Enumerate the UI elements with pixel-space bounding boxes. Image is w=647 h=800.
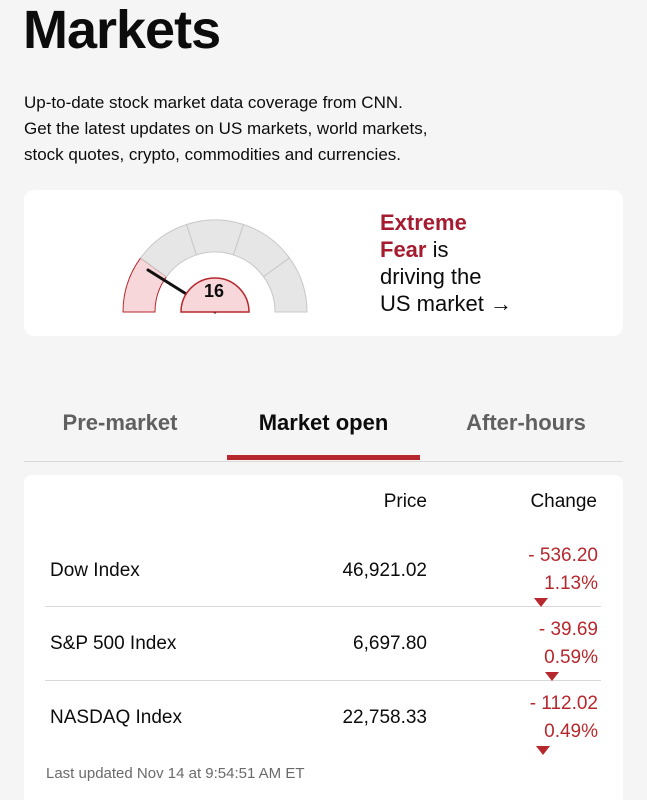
active-tab-indicator — [227, 455, 420, 460]
change-value: - 112.02 — [529, 693, 598, 714]
gauge-segment-extreme-greed — [262, 257, 308, 313]
index-price: 46,921.02 — [342, 560, 427, 581]
fear-greed-status-word: Extreme — [380, 210, 467, 235]
market-index-table: Price Change Dow Index 46,921.02 - 536.2… — [24, 475, 623, 800]
down-triangle-icon — [544, 672, 559, 681]
tab-after-hours[interactable]: After-hours — [466, 410, 586, 435]
page-title: Markets — [23, 0, 221, 60]
down-triangle-icon — [535, 746, 550, 755]
index-name: NASDAQ Index — [50, 707, 182, 728]
table-row[interactable]: Dow Index 46,921.02 - 536.20 1.13% — [45, 533, 601, 607]
fear-greed-gauge — [122, 219, 308, 314]
fear-greed-status-word: Fear — [380, 237, 427, 262]
price-column-header: Price — [383, 491, 427, 512]
change-percent: 0.49% — [544, 721, 598, 742]
change-column-header: Change — [530, 491, 597, 512]
change-value: - 39.69 — [538, 619, 598, 640]
intro-text: Up-to-date stock market data coverage fr… — [24, 90, 624, 168]
intro-line: Get the latest updates on US markets, wo… — [24, 119, 428, 138]
index-name: Dow Index — [50, 560, 140, 581]
index-change: - 536.20 1.13% — [528, 542, 598, 607]
index-price: 22,758.33 — [342, 707, 427, 728]
intro-line: Up-to-date stock market data coverage fr… — [24, 93, 403, 112]
fear-greed-value: 16 — [203, 281, 225, 301]
last-updated-text: Last updated Nov 14 at 9:54:51 AM ET — [46, 765, 305, 782]
down-triangle-icon — [534, 598, 549, 607]
fear-greed-label-text: is — [426, 237, 449, 262]
fear-greed-card[interactable]: 16 Extreme Fear is driving the US market… — [24, 190, 623, 336]
change-percent: 0.59% — [544, 647, 598, 668]
arrow-right-icon: → — [490, 291, 513, 316]
index-price: 6,697.80 — [353, 633, 427, 654]
intro-line: stock quotes, crypto, commodities and cu… — [24, 145, 401, 164]
tab-pre-market[interactable]: Pre-market — [62, 410, 178, 435]
index-change: - 112.02 0.49% — [530, 690, 598, 755]
change-percent: 1.13% — [544, 573, 598, 594]
fear-greed-label[interactable]: Extreme Fear is driving the US market → — [380, 209, 512, 317]
tab-market-open[interactable]: Market open — [258, 410, 389, 435]
table-row[interactable]: S&P 500 Index 6,697.80 - 39.69 0.59% — [45, 607, 601, 681]
market-session-tabs: Pre-market Market open After-hours — [24, 400, 623, 462]
gauge-value-dial — [180, 277, 250, 313]
fear-greed-label-text: driving the — [380, 264, 482, 289]
table-row[interactable]: NASDAQ Index 22,758.33 - 112.02 0.49% — [45, 681, 601, 755]
index-change: - 39.69 0.59% — [539, 616, 598, 681]
index-name: S&P 500 Index — [50, 633, 177, 654]
change-value: - 536.20 — [528, 545, 598, 566]
fear-greed-label-text: US market — [380, 291, 484, 316]
